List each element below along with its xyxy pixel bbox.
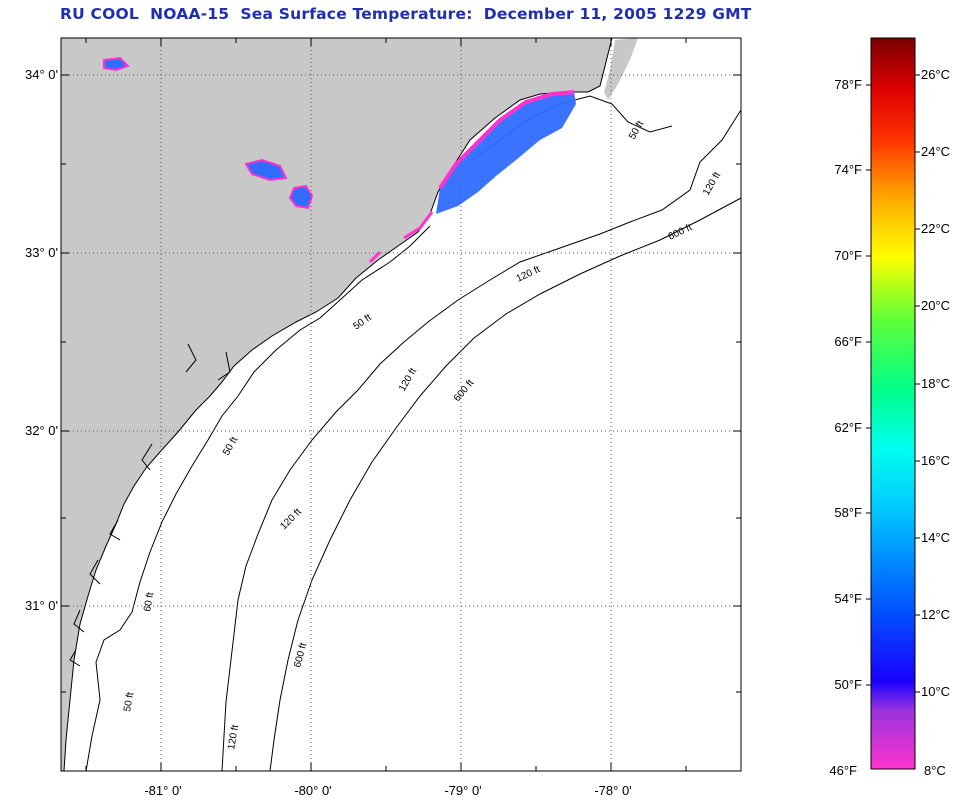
x-ticks	[85, 38, 687, 771]
barrier-island	[604, 38, 638, 100]
colorbar-c-label: 16°C	[921, 453, 950, 468]
graticule	[61, 38, 741, 771]
map-title: RU COOL NOAA-15 Sea Surface Temperature:…	[60, 5, 752, 23]
colorbar-c-label: 22°C	[921, 221, 950, 236]
lon-label-78: -78° 0'	[594, 783, 631, 798]
contour-label: 60 ft	[142, 591, 156, 612]
colorbar-c-label: 18°C	[921, 376, 950, 391]
colorbar-f-label: 62°F	[834, 420, 862, 435]
colorbar-c-label: 24°C	[921, 144, 950, 159]
y-ticks	[61, 74, 741, 693]
map-frame	[60, 37, 742, 772]
colorbar	[870, 37, 916, 770]
lon-label-81: -81° 0'	[144, 783, 181, 798]
sst-coastal-pink	[368, 211, 434, 264]
contour-label: 50 ft	[122, 691, 136, 712]
colorbar-c-label: 26°C	[921, 67, 950, 82]
lat-label-32: 32° 0'	[25, 423, 58, 438]
colorbar-c-label: 10°C	[921, 684, 950, 699]
lat-label-31: 31° 0'	[25, 598, 58, 613]
colorbar-f-label: 74°F	[834, 162, 862, 177]
colorbar-c-label: 8°C	[924, 763, 946, 778]
colorbar-c-label: 12°C	[921, 607, 950, 622]
sst-patch-inland-3	[103, 56, 130, 72]
sst-patch-edge	[438, 90, 575, 190]
colorbar-c-label: 14°C	[921, 530, 950, 545]
contour-label: 120 ft	[226, 724, 241, 751]
sst-patch-main	[436, 92, 576, 214]
contour-120ft	[221, 109, 741, 771]
colorbar-ticks	[866, 74, 920, 693]
lon-label-80: -80° 0'	[294, 783, 331, 798]
colorbar-f-label: 46°F	[829, 763, 857, 778]
colorbar-f-label: 78°F	[834, 77, 862, 92]
colorbar-f-label: 58°F	[834, 505, 862, 520]
sst-patch-inland-1	[244, 158, 288, 182]
sst-patch-inland-2	[288, 184, 314, 210]
colorbar-f-label: 54°F	[834, 591, 862, 606]
colorbar-f-label: 66°F	[834, 334, 862, 349]
lat-label-34: 34° 0'	[25, 67, 58, 82]
lat-label-33: 33° 0'	[25, 245, 58, 260]
colorbar-f-label: 70°F	[834, 248, 862, 263]
inlet-marks	[69, 343, 231, 667]
lon-label-79: -79° 0'	[444, 783, 481, 798]
colorbar-f-label: 50°F	[834, 677, 862, 692]
land-mass	[61, 38, 612, 771]
contour-600ft	[269, 197, 741, 771]
coastline	[63, 38, 613, 771]
colorbar-c-label: 20°C	[921, 298, 950, 313]
